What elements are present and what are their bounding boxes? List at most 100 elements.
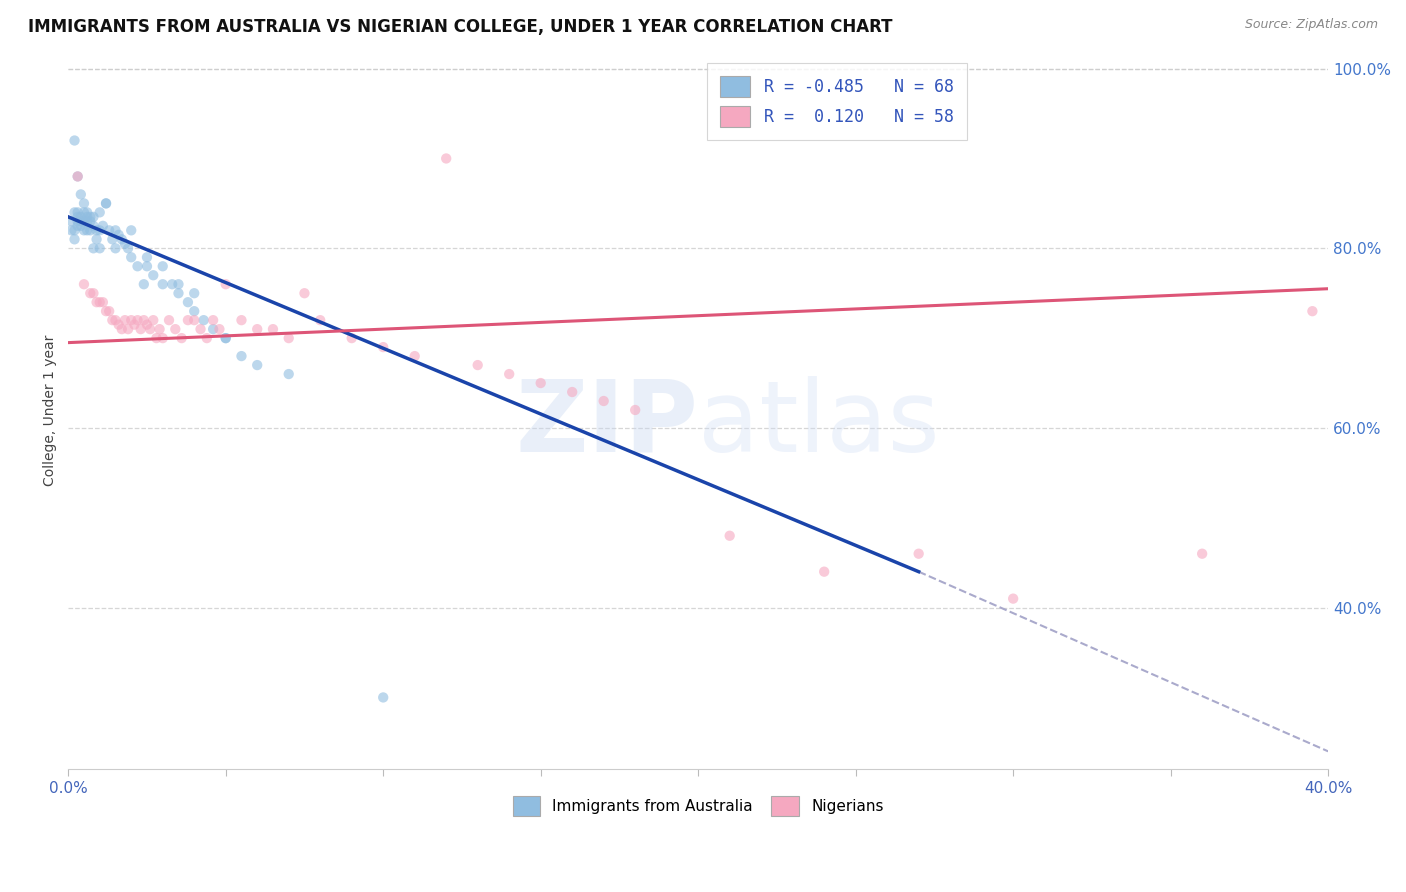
Point	[231, 349, 253, 363]
Point	[117, 322, 139, 336]
Point	[340, 331, 363, 345]
Point	[530, 376, 553, 390]
Text: ZIP: ZIP	[516, 376, 699, 473]
Point	[215, 331, 238, 345]
Point	[76, 210, 98, 224]
Point	[167, 277, 190, 292]
Point	[434, 152, 457, 166]
Point	[592, 394, 614, 409]
Point	[76, 223, 98, 237]
Point	[79, 210, 101, 224]
Point	[718, 529, 741, 543]
Point	[157, 313, 180, 327]
Point	[190, 322, 212, 336]
Point	[94, 196, 117, 211]
Point	[148, 322, 170, 336]
Point	[91, 219, 114, 233]
Point	[127, 313, 149, 327]
Point	[129, 322, 152, 336]
Y-axis label: College, Under 1 year: College, Under 1 year	[44, 334, 58, 485]
Point	[79, 223, 101, 237]
Point	[177, 313, 200, 327]
Point	[66, 214, 89, 228]
Point	[152, 331, 174, 345]
Point	[79, 214, 101, 228]
Point	[104, 223, 127, 237]
Point	[98, 223, 121, 237]
Point	[86, 232, 108, 246]
Point	[63, 205, 86, 219]
Point	[215, 277, 238, 292]
Point	[177, 295, 200, 310]
Point	[73, 214, 96, 228]
Point	[145, 331, 167, 345]
Point	[165, 322, 187, 336]
Point	[73, 277, 96, 292]
Point	[114, 236, 136, 251]
Point	[82, 286, 104, 301]
Point	[82, 241, 104, 255]
Point	[89, 205, 111, 219]
Point	[231, 313, 253, 327]
Point	[246, 322, 269, 336]
Point	[63, 232, 86, 246]
Point	[60, 214, 83, 228]
Point	[142, 313, 165, 327]
Text: Source: ZipAtlas.com: Source: ZipAtlas.com	[1244, 18, 1378, 31]
Point	[60, 223, 83, 237]
Point	[94, 196, 117, 211]
Point	[107, 227, 129, 242]
Point	[262, 322, 284, 336]
Point	[624, 403, 647, 417]
Point	[373, 690, 395, 705]
Point	[101, 232, 124, 246]
Point	[193, 313, 215, 327]
Point	[160, 277, 183, 292]
Point	[183, 286, 205, 301]
Point	[82, 210, 104, 224]
Point	[467, 358, 489, 372]
Point	[373, 340, 395, 354]
Point	[907, 547, 929, 561]
Point	[170, 331, 193, 345]
Point	[1191, 547, 1213, 561]
Point	[73, 205, 96, 219]
Point	[107, 318, 129, 332]
Point	[91, 295, 114, 310]
Point	[136, 250, 159, 264]
Point	[89, 241, 111, 255]
Point	[309, 313, 332, 327]
Point	[152, 277, 174, 292]
Point	[294, 286, 316, 301]
Legend: Immigrants from Australia, Nigerians: Immigrants from Australia, Nigerians	[502, 785, 894, 826]
Point	[66, 210, 89, 224]
Point	[66, 169, 89, 184]
Point	[202, 313, 225, 327]
Point	[183, 304, 205, 318]
Point	[152, 260, 174, 274]
Point	[76, 214, 98, 228]
Point	[86, 295, 108, 310]
Point	[208, 322, 231, 336]
Point	[69, 219, 91, 233]
Text: atlas: atlas	[699, 376, 939, 473]
Point	[1301, 304, 1323, 318]
Point	[215, 331, 238, 345]
Point	[498, 367, 520, 381]
Point	[66, 219, 89, 233]
Point	[120, 223, 142, 237]
Point	[63, 134, 86, 148]
Point	[79, 286, 101, 301]
Point	[136, 260, 159, 274]
Point	[98, 304, 121, 318]
Text: IMMIGRANTS FROM AUSTRALIA VS NIGERIAN COLLEGE, UNDER 1 YEAR CORRELATION CHART: IMMIGRANTS FROM AUSTRALIA VS NIGERIAN CO…	[28, 18, 893, 36]
Point	[124, 318, 146, 332]
Point	[195, 331, 218, 345]
Point	[127, 260, 149, 274]
Point	[813, 565, 835, 579]
Point	[1002, 591, 1025, 606]
Point	[120, 250, 142, 264]
Point	[132, 277, 155, 292]
Point	[73, 196, 96, 211]
Point	[132, 313, 155, 327]
